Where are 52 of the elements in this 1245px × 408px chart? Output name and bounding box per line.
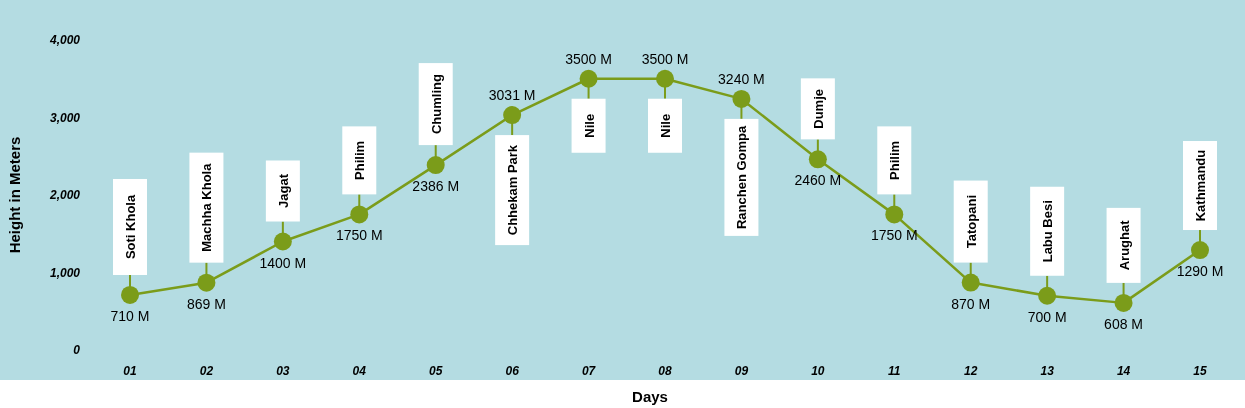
- annotation: Chhekam Park: [505, 144, 521, 236]
- data-label: 608 M: [1104, 315, 1144, 332]
- x-tick-label: 09: [734, 364, 749, 378]
- x-tick-label: 12: [964, 364, 978, 378]
- x-tick-label: 10: [811, 364, 825, 378]
- x-tick-label: 15: [1193, 364, 1207, 378]
- data-label: 1290 M: [1176, 263, 1224, 280]
- x-tick-label: 14: [1116, 364, 1131, 378]
- data-label: 870 M: [951, 295, 991, 312]
- data-label: 3031 M: [488, 87, 536, 104]
- annotation: Arughat: [1116, 219, 1132, 271]
- annotation: Nile: [581, 113, 597, 138]
- data-label: 1750 M: [335, 227, 383, 244]
- x-tick-label: 07: [581, 364, 597, 378]
- y-tick-label: 0: [73, 343, 81, 358]
- x-tick-label: 02: [199, 364, 214, 378]
- y-tick-label: 2,000: [48, 188, 81, 203]
- x-axis-title: Days: [632, 388, 668, 405]
- y-tick-label: 4,000: [48, 33, 81, 48]
- annotation: Tatopani: [963, 194, 979, 249]
- y-tick-label: 1,000: [49, 265, 81, 280]
- x-tick-label: 01: [123, 364, 137, 378]
- annotation: Soti Khola: [123, 194, 138, 260]
- data-label: 710 M: [110, 307, 150, 324]
- annotation: Nile: [658, 113, 673, 138]
- y-axis-title: Height in Meters: [6, 136, 23, 254]
- annotation: Dumje: [810, 88, 826, 129]
- annotation: Kathmandu: [1193, 149, 1208, 222]
- x-tick-label: 13: [1040, 364, 1055, 378]
- annotation: Chumling: [428, 74, 444, 135]
- x-tick-label: 04: [352, 364, 367, 378]
- annotation: Jagat: [275, 173, 291, 208]
- x-tick-label: 08: [658, 364, 672, 378]
- data-label: 2460 M: [794, 172, 842, 189]
- data-label: 700 M: [1027, 308, 1067, 325]
- x-tick-label: 05: [429, 364, 443, 378]
- annotation: Machha Khola: [199, 162, 215, 252]
- data-label: 869 M: [186, 295, 226, 312]
- data-label: 2386 M: [412, 178, 460, 195]
- data-label: 1750 M: [870, 227, 918, 244]
- x-tick-label: 06: [505, 364, 520, 378]
- data-label: 3500 M: [565, 50, 612, 67]
- annotation: Philim: [352, 140, 368, 180]
- data-label: 1400 M: [259, 254, 307, 271]
- data-label: 3500 M: [641, 50, 689, 67]
- annotation: Ranchen Gompa: [734, 124, 750, 230]
- y-tick-label: 3,000: [49, 110, 81, 125]
- data-label: 3240 M: [718, 70, 765, 87]
- x-tick-label: 11: [888, 364, 901, 378]
- annotation: Labu Besi: [1040, 200, 1056, 263]
- x-tick-label: 03: [276, 364, 290, 378]
- annotation: Philim: [887, 140, 903, 180]
